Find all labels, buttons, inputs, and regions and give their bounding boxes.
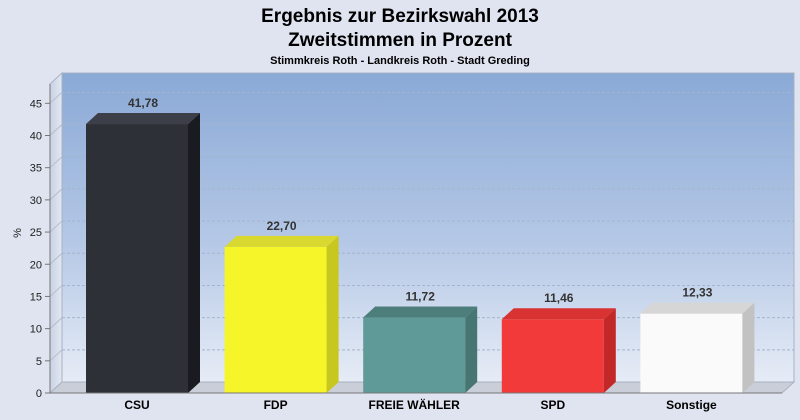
gridline-wall (49, 317, 63, 329)
bar-side (465, 306, 478, 393)
bar-top (363, 306, 478, 318)
category-label: FREIE WÄHLER (369, 397, 461, 412)
bar-sonstige (640, 302, 755, 393)
y-tick-label: 0 (36, 388, 42, 400)
bar-side (603, 308, 616, 393)
category-label: FDP (264, 398, 288, 412)
bar-side (742, 302, 755, 393)
y-tick-label: 15 (30, 291, 42, 303)
y-tick-label: 20 (30, 259, 42, 271)
bar-fdp (224, 235, 339, 393)
gridline-wall (49, 252, 63, 265)
chart-subtitle: Stimmkreis Roth - Landkreis Roth - Stadt… (270, 55, 530, 67)
category-label: SPD (540, 398, 565, 412)
plot-left-wall (49, 71, 63, 395)
y-tick-label: 35 (30, 163, 42, 175)
bar-top (86, 113, 200, 125)
bar-side (326, 235, 339, 393)
value-label: 41,78 (128, 96, 158, 110)
value-labels: 41,78 22,70 11,72 11,46 12,33 (128, 96, 713, 305)
gridline-wall (49, 349, 63, 362)
bar-top (501, 308, 616, 320)
bar-freie-w-hler (363, 306, 478, 393)
gridline-wall (49, 124, 63, 136)
chart-title: Ergebnis zur Bezirkswahl 2013 (261, 6, 539, 27)
gridline-wall (49, 91, 63, 104)
y-axis-ticks: 0 5 10 15 20 25 30 35 40 45 (30, 98, 50, 400)
gridline-wall (49, 188, 63, 201)
bar-front (501, 319, 604, 393)
bar-front (224, 246, 327, 393)
y-tick-label: 30 (30, 195, 42, 207)
bar-front (86, 124, 188, 393)
value-label: 12,33 (682, 286, 712, 300)
y-tick-label: 40 (30, 131, 42, 143)
category-labels: CSU FDP FREIE WÄHLER SPD Sonstige (124, 397, 717, 412)
bar-front (363, 317, 466, 393)
gridline-wall (49, 285, 63, 297)
value-label: 11,46 (544, 291, 574, 305)
bars (86, 113, 755, 393)
bar-spd (501, 308, 616, 393)
y-tick-label: 45 (30, 98, 42, 110)
value-label: 11,72 (406, 290, 436, 304)
category-label: Sonstige (666, 398, 717, 412)
y-axis-label: % (12, 228, 24, 238)
bar-front (640, 313, 743, 393)
value-label: 22,70 (267, 219, 297, 233)
y-tick-label: 25 (30, 227, 42, 239)
chart-title-line2: Zweitstimmen in Prozent (288, 30, 512, 51)
y-tick-label: 10 (30, 324, 42, 336)
y-tick-label: 5 (36, 356, 42, 368)
gridline-wall (49, 220, 63, 233)
bar-csu (86, 113, 200, 393)
category-label: CSU (124, 398, 149, 412)
bar-side (188, 113, 200, 393)
bar-top (224, 235, 339, 247)
gridline-wall (49, 156, 63, 169)
bar-top (640, 302, 755, 314)
